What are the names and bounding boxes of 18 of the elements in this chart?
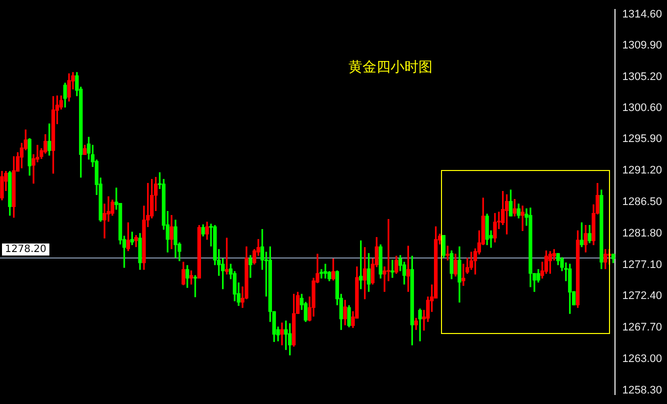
y-tick-label: 1263.00: [622, 353, 662, 366]
y-tick-label: 1300.60: [622, 102, 662, 114]
y-tick-label: 1281.80: [622, 227, 662, 240]
y-tick-label: 1314.60: [622, 8, 662, 20]
y-tick-label: 1277.10: [622, 258, 662, 271]
y-tick-label: 1286.50: [622, 196, 662, 208]
candlestick: [320, 269, 324, 278]
candlestick: [280, 322, 284, 346]
y-tick-label: 1267.70: [622, 322, 662, 334]
candlestick: [520, 206, 524, 232]
y-tick-label: 1305.20: [622, 71, 662, 84]
y-tick-label: 1258.30: [622, 384, 662, 396]
ref-line-label: 1278.20: [5, 244, 46, 256]
text: 黄金四小时图: [348, 60, 433, 76]
y-tick-label: 1309.90: [622, 40, 662, 52]
y-tick-label: 1272.40: [622, 290, 662, 302]
y-tick-label: 1295.90: [622, 133, 662, 146]
y-tick-label: 1291.20: [622, 164, 662, 177]
